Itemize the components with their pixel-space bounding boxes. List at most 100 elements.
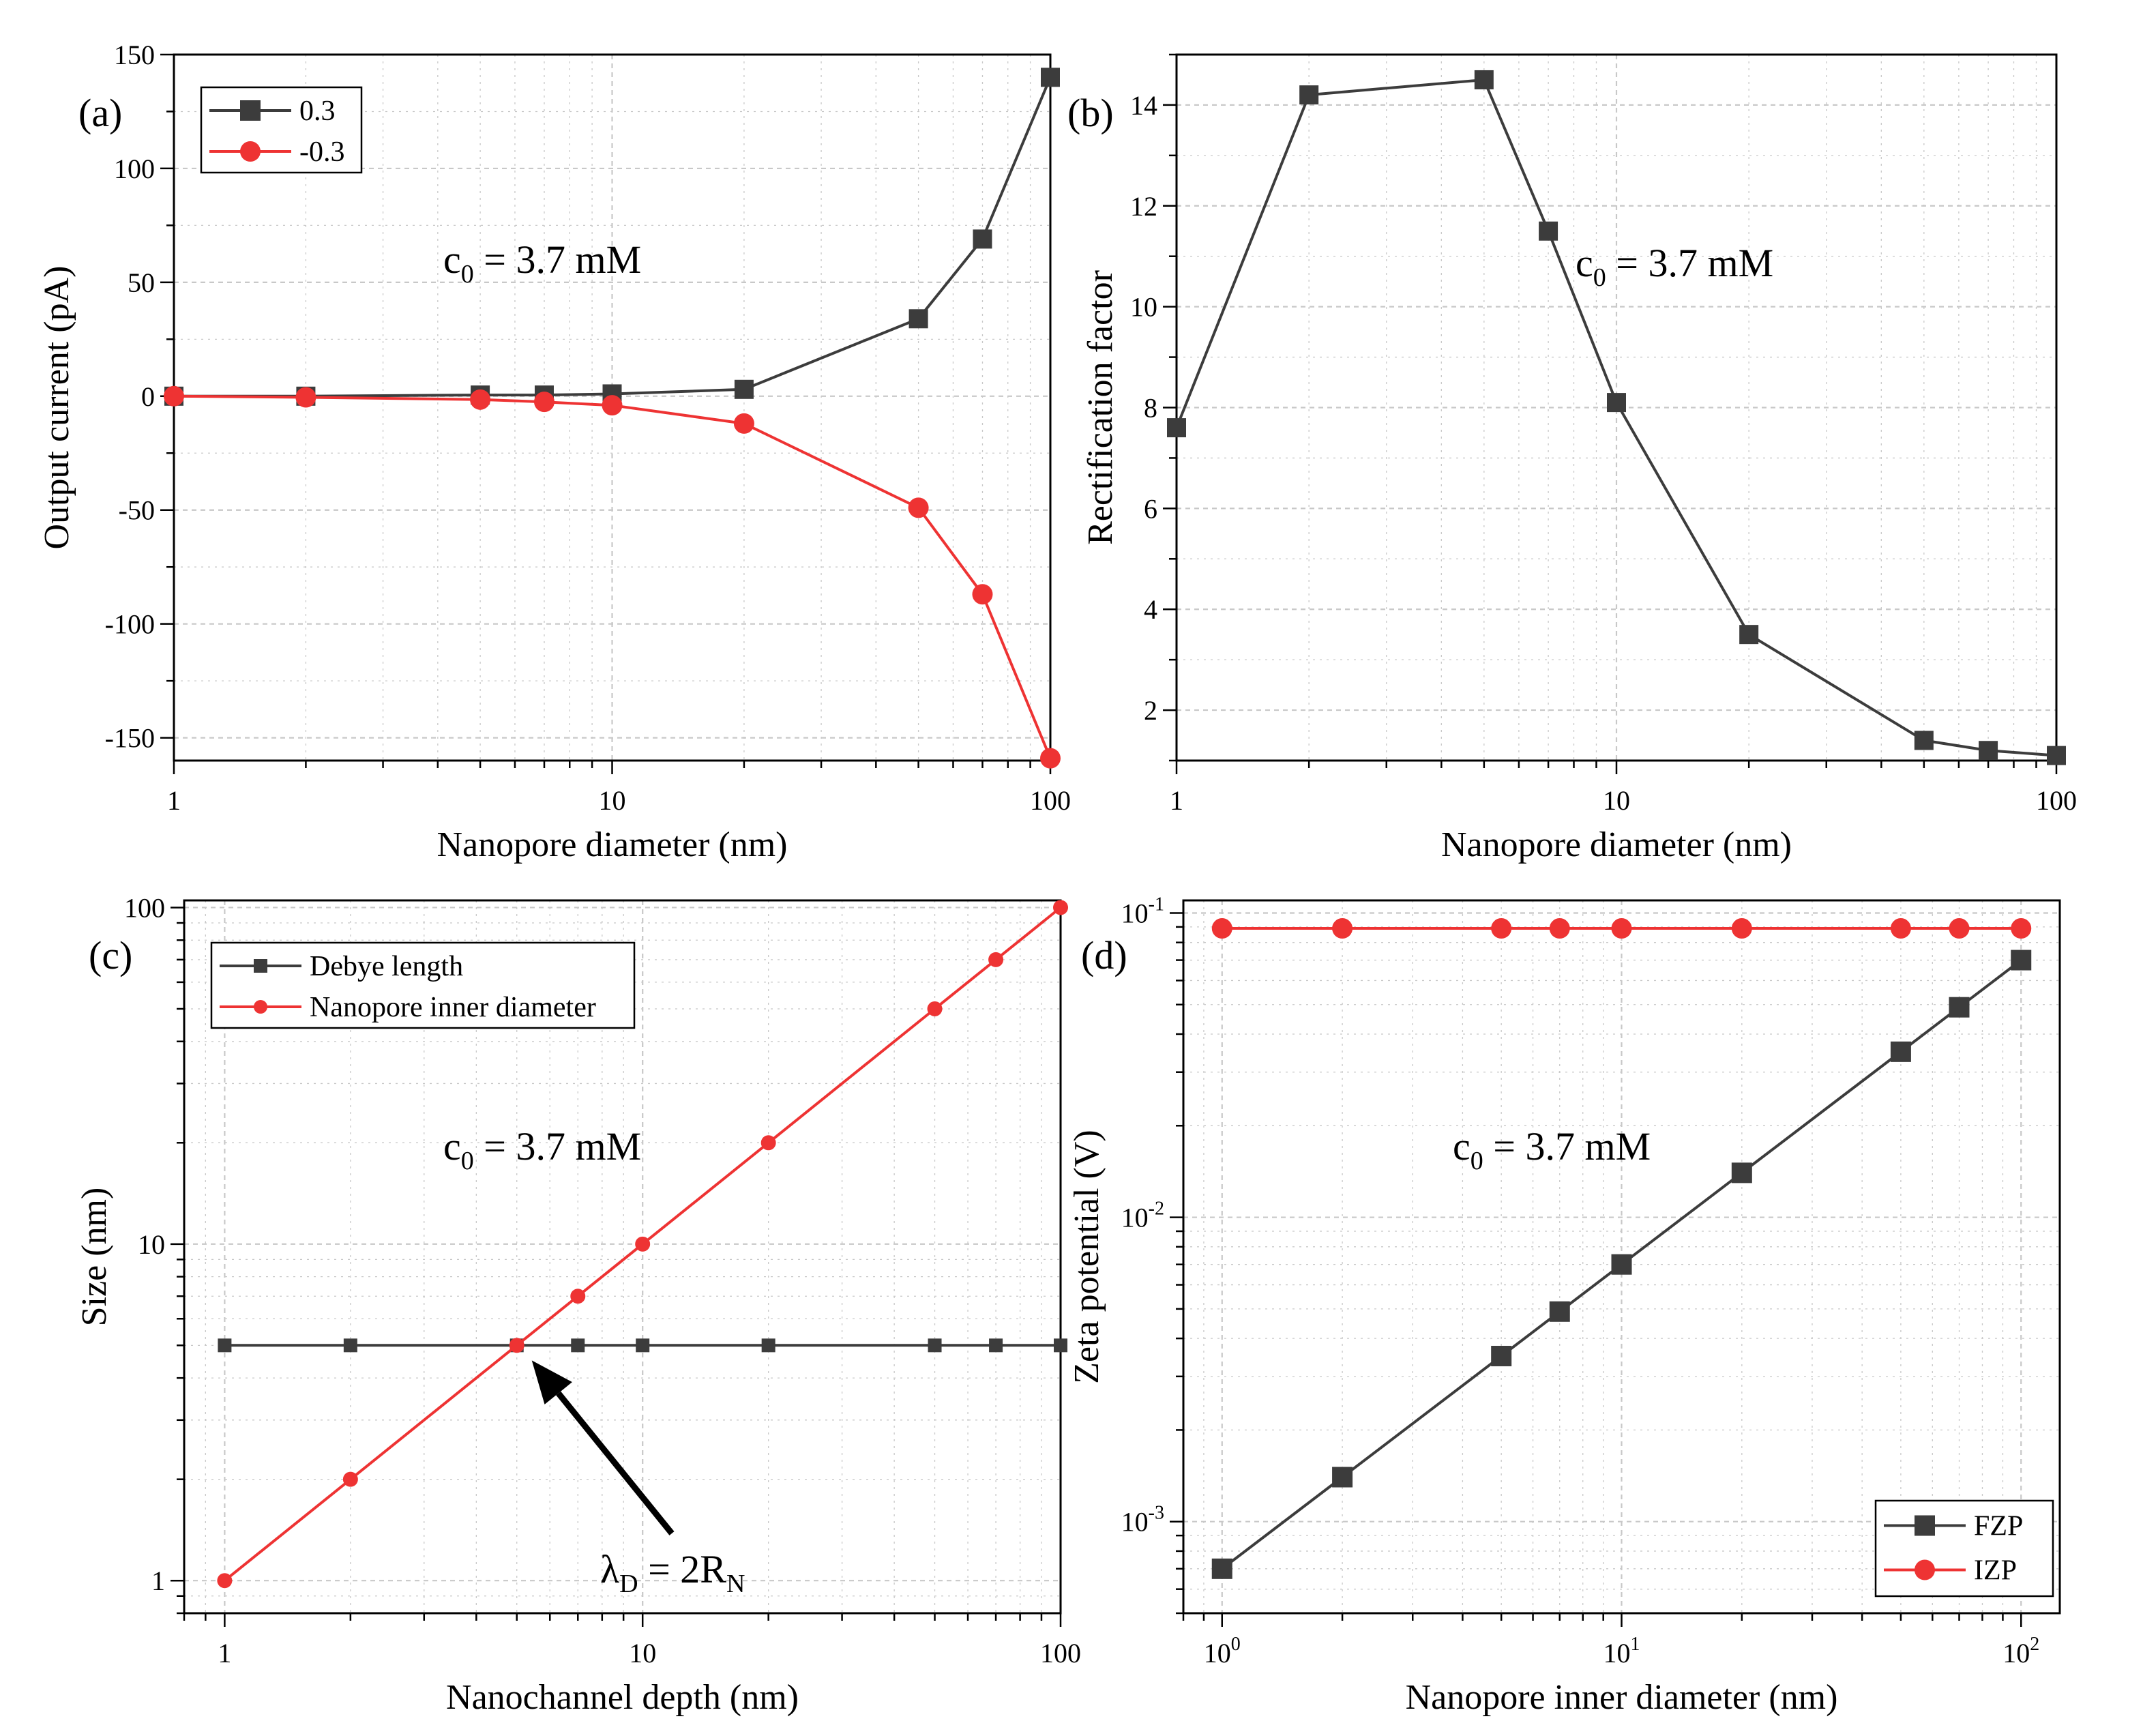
annotation-value: = 3.7 mM xyxy=(1606,241,1773,285)
y-tick-label: 1 xyxy=(151,1565,165,1596)
legend-entry: 0.3 xyxy=(209,95,336,127)
y-tick-label: -50 xyxy=(119,495,155,526)
annotation-value: = 3.7 mM xyxy=(474,237,641,282)
y-axis-label: Rectification factor xyxy=(1081,270,1120,545)
series-debye-length xyxy=(218,1338,1067,1353)
legend-label: -0.3 xyxy=(299,136,345,168)
series-rectification-factor xyxy=(1167,70,2066,765)
data-point xyxy=(1607,393,1626,413)
y-tick-label: 10 xyxy=(138,1229,165,1260)
grid xyxy=(1177,55,2056,761)
data-point xyxy=(1979,741,1998,761)
annotation-base: c xyxy=(443,1124,461,1168)
data-point xyxy=(470,389,491,410)
x-tick-label: 100 xyxy=(2036,785,2077,816)
x-tick-label: 100 xyxy=(1040,1638,1081,1668)
x-axis-label: Nanopore inner diameter (nm) xyxy=(1406,1678,1838,1717)
data-point xyxy=(1914,731,1934,750)
legend-label: 0.3 xyxy=(299,95,336,127)
y-tick-label: 10-2 xyxy=(1121,1198,1164,1233)
data-point xyxy=(1731,918,1752,939)
arrow-label-base: λ xyxy=(600,1547,619,1591)
data-point xyxy=(1549,1301,1570,1322)
data-point xyxy=(2047,746,2066,765)
series-izp xyxy=(1211,918,2032,939)
data-point xyxy=(343,1338,357,1353)
tick-exponent: 0 xyxy=(1231,1634,1241,1655)
data-point xyxy=(342,1471,358,1487)
legend: 0.3 -0.3 xyxy=(200,86,363,174)
legend-entry: Debye length xyxy=(220,951,463,982)
series-nanopore-inner-diameter xyxy=(217,900,1068,1589)
concentration-annotation: c0 = 3.7 mM xyxy=(443,237,641,289)
data-point xyxy=(635,1236,651,1252)
data-point xyxy=(1299,85,1319,105)
x-axis-label: Nanopore diameter (nm) xyxy=(1441,825,1792,864)
legend-box xyxy=(210,941,636,1029)
data-point xyxy=(1491,1345,1512,1366)
tick-base: 10 xyxy=(1121,898,1149,928)
data-point xyxy=(733,413,754,434)
x-tick-label: 102 xyxy=(2002,1634,2039,1668)
data-point xyxy=(972,584,993,605)
arrow-head xyxy=(531,1360,572,1404)
y-tick-label: 6 xyxy=(1144,493,1157,524)
y-tick-label: 100 xyxy=(114,153,155,184)
annotation-subscript: 0 xyxy=(1470,1147,1483,1175)
data-point xyxy=(1890,918,1911,939)
data-point xyxy=(928,1338,942,1353)
data-point xyxy=(1539,221,1558,241)
tick-base: 10 xyxy=(2002,1638,2030,1668)
data-point xyxy=(164,385,184,407)
series-fzp xyxy=(1211,950,2032,1579)
legend-label: IZP xyxy=(1974,1555,2017,1587)
annotation-base: c xyxy=(1453,1124,1470,1168)
legend-label: Nanopore inner diameter xyxy=(310,992,596,1023)
y-tick-label: 12 xyxy=(1130,191,1157,222)
data-point xyxy=(1167,418,1186,438)
annotation-value: = 3.7 mM xyxy=(1483,1124,1651,1168)
data-point xyxy=(761,1338,775,1353)
data-point xyxy=(1053,900,1068,915)
legend-marker xyxy=(1915,1515,1935,1536)
y-tick-label: 0 xyxy=(141,381,155,412)
x-tick-label: 100 xyxy=(1204,1634,1241,1668)
x-tick-label: 1 xyxy=(218,1638,231,1668)
legend-marker xyxy=(254,1000,267,1014)
arrow-label-mid: = 2R xyxy=(638,1547,727,1591)
y-tick-label: 100 xyxy=(124,892,165,923)
legend-marker xyxy=(1915,1559,1935,1580)
concentration-annotation: c0 = 3.7 mM xyxy=(1453,1124,1651,1175)
y-tick-label: 4 xyxy=(1144,594,1157,625)
annotation-base: c xyxy=(443,237,461,282)
annotation-value: = 3.7 mM xyxy=(474,1124,641,1168)
tick-exponent: -3 xyxy=(1149,1503,1164,1524)
data-point xyxy=(602,395,623,416)
panel-label: (c) xyxy=(89,933,132,977)
panel-label: (a) xyxy=(78,91,122,135)
data-point xyxy=(1211,1558,1232,1579)
tick-base: 10 xyxy=(1603,1638,1631,1668)
y-tick-label: 10-1 xyxy=(1121,894,1164,928)
data-point xyxy=(1332,1467,1353,1488)
y-tick-label: 2 xyxy=(1144,695,1157,726)
data-point xyxy=(1041,68,1060,87)
data-point xyxy=(1474,70,1494,89)
y-tick-label: 10 xyxy=(1130,292,1157,323)
y-tick-label: 8 xyxy=(1144,393,1157,424)
legend-entry: FZP xyxy=(1884,1511,2023,1542)
data-point xyxy=(1611,918,1632,939)
y-tick-label: 10-3 xyxy=(1121,1503,1164,1538)
data-point xyxy=(570,1289,586,1304)
y-axis-label: Size (nm) xyxy=(75,1188,114,1327)
data-point xyxy=(295,387,316,408)
y-tick-label: -100 xyxy=(105,609,155,640)
data-point xyxy=(218,1338,232,1353)
arrow-label-subscript2: N xyxy=(726,1570,745,1598)
concentration-annotation: c0 = 3.7 mM xyxy=(443,1124,641,1175)
x-tick-label: 1 xyxy=(1170,785,1183,816)
panel-label: (d) xyxy=(1081,933,1127,977)
ticks xyxy=(1163,53,2058,774)
x-tick-label: 10 xyxy=(599,785,626,816)
